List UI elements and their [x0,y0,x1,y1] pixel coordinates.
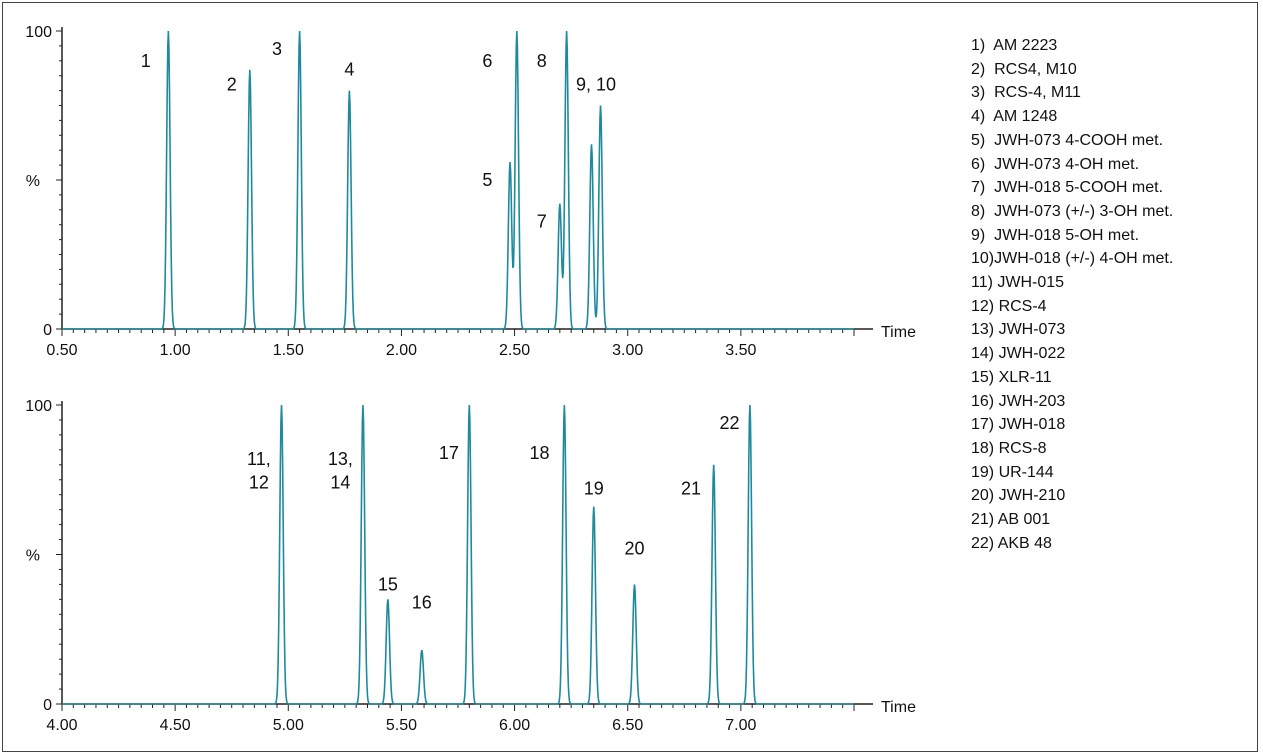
legend-item: 4) AM 1248 [971,108,1058,126]
y-axis-label: % [26,548,40,565]
peak-label: 6 [482,51,492,71]
legend-item: 22) AKB 48 [971,534,1052,552]
x-tick-label: 3.00 [612,342,643,359]
legend-item: 11) JWH-015 [971,274,1065,292]
legend-item: 12) RCS-4 [971,297,1047,315]
peak-label: 1 [141,51,151,71]
peak-label: 16 [412,592,432,612]
peak-label: 21 [681,479,701,499]
legend-item: 10)JWH-018 (+/-) 4-OH met. [971,250,1174,268]
x-tick-label: 5.00 [273,717,304,734]
peak-label: 12 [249,473,269,493]
legend-item: 9) JWH-018 5-OH met. [971,226,1140,244]
x-tick-label: 3.50 [725,342,756,359]
x-tick-label: 6.00 [499,717,530,734]
legend-item: 14) JWH-022 [971,345,1066,363]
y-tick-label: 100 [25,398,52,415]
legend-item: 2) RCS4, M10 [971,60,1077,78]
legend-item: 13) JWH-073 [971,321,1066,339]
x-tick-label: 4.00 [46,717,77,734]
x-tick-label: 4.50 [160,717,191,734]
peak-label: 18 [529,443,549,463]
peak-label: 14 [330,473,350,493]
x-tick-label: 2.00 [386,342,417,359]
peak-label: 8 [537,51,547,71]
legend-item: 18) RCS-8 [971,439,1047,457]
peak-label: 11, [247,449,271,469]
x-axis-label: Time [881,699,916,716]
legend-item: 1) AM 2223 [971,37,1058,54]
series-trace [62,404,854,705]
legend-item: 16) JWH-203 [971,392,1066,410]
y-axis-label: % [26,173,40,190]
legend-item: 8) JWH-073 (+/-) 3-OH met. [971,202,1174,220]
legend-item: 15) XLR-11 [971,368,1052,386]
peak-label: 22 [720,413,740,433]
legend-item: 7) JWH-018 5-COOH met. [971,179,1164,197]
legend-item: 17) JWH-018 [971,416,1066,434]
x-tick-label: 0.50 [46,342,77,359]
y-tick-label: 0 [43,322,52,339]
peak-label: 2 [227,75,237,95]
series-trace [62,30,854,330]
peak-label: 7 [537,212,547,232]
peak-label: 3 [272,39,282,59]
legend: 1) AM 2223 2) RCS4, M10 3) RCS-4, M11 4)… [971,34,1173,555]
peak-label: 20 [624,539,644,559]
x-tick-label: 5.50 [386,717,417,734]
peak-label: 15 [378,574,398,594]
x-tick-label: 6.50 [612,717,643,734]
legend-item: 6) JWH-073 4-OH met. [971,155,1140,173]
peak-label: 5 [482,170,492,190]
x-tick-label: 1.50 [273,342,304,359]
peak-label: 13, [328,449,353,469]
y-tick-label: 100 [25,24,52,41]
peak-label: 19 [584,479,604,499]
peak-label: 4 [344,60,354,80]
x-tick-label: 7.00 [725,717,756,734]
x-axis-label: Time [881,324,916,341]
legend-item: 21) AB 001 [971,511,1051,529]
y-tick-label: 0 [43,697,52,714]
legend-item: 5) JWH-073 4-COOH met. [971,131,1164,149]
legend-item: 20) JWH-210 [971,487,1066,505]
peak-label: 17 [439,443,459,463]
x-tick-label: 1.00 [160,342,191,359]
x-tick-label: 2.50 [499,342,530,359]
peak-label: 9, 10 [576,75,616,95]
legend-item: 3) RCS-4, M11 [971,84,1081,102]
legend-item: 19) UR-144 [971,463,1054,481]
